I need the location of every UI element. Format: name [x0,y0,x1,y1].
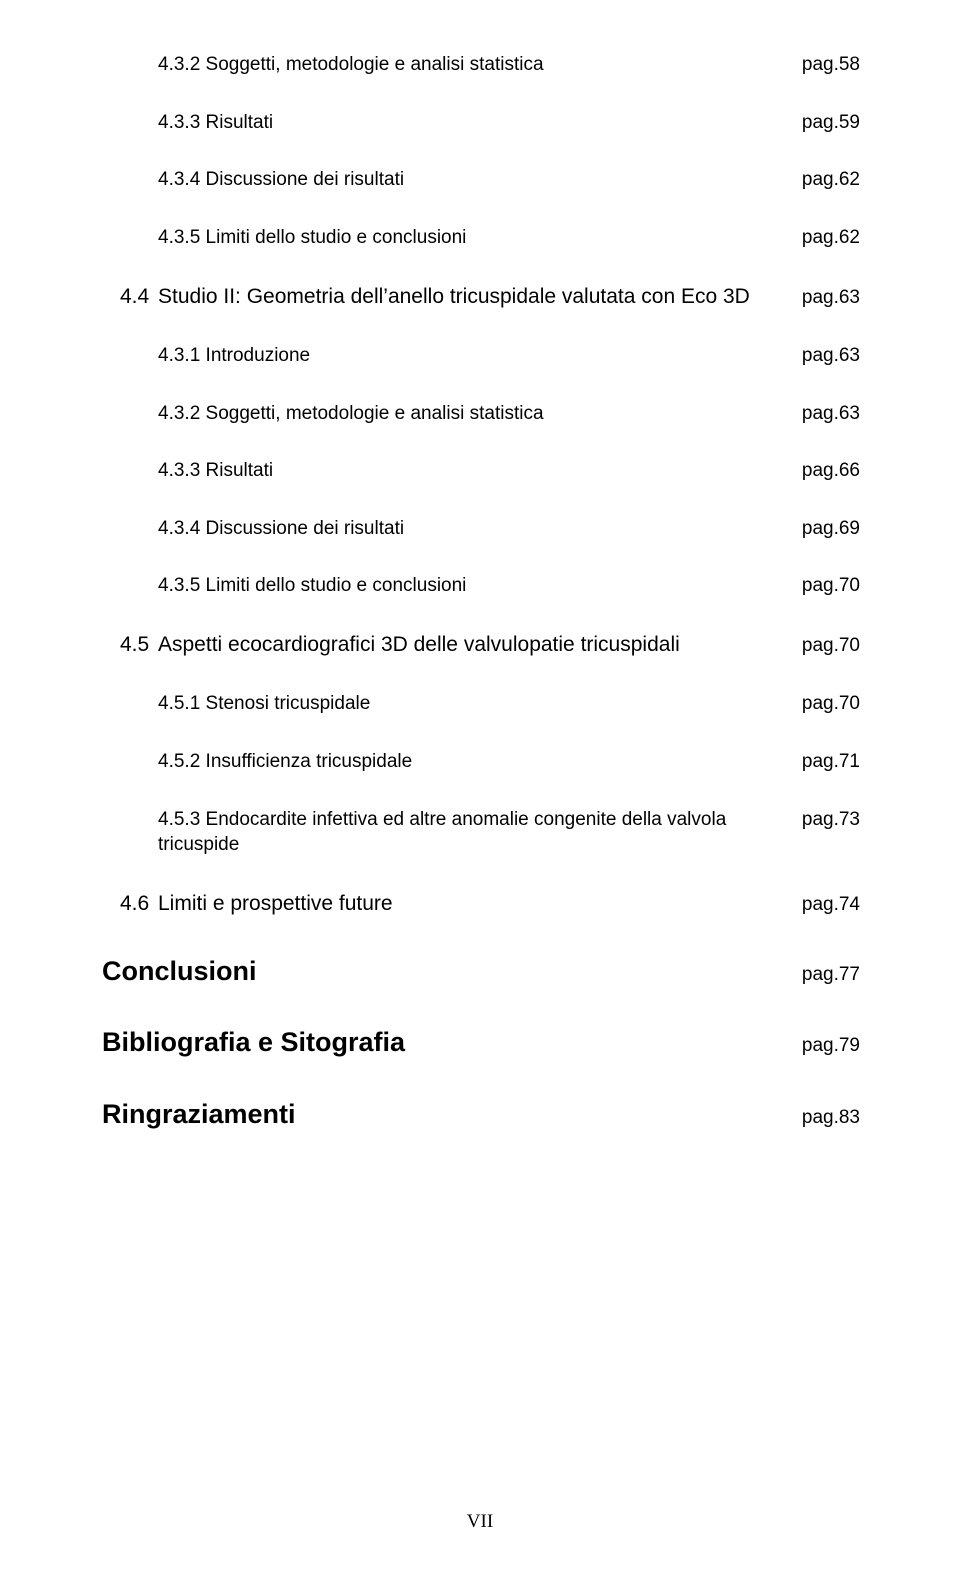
toc-entry-page: pag.70 [802,691,860,717]
toc-entry-label: 4.5.1 Stenosi tricuspidale [158,691,802,717]
toc-entry: 4.3.5 Limiti dello studio e conclusionip… [158,225,860,251]
toc-entry-label: 4.3.2 Soggetti, metodologie e analisi st… [158,401,802,427]
toc-entry-label: 4.3.4 Discussione dei risultati [158,167,802,193]
toc-entry-page: pag.73 [802,807,860,833]
toc-entry-page: pag.62 [802,167,860,193]
toc-entry-number: 4.6 [120,890,158,918]
toc-entry: Conclusionipag.77 [102,954,860,989]
toc-entry-page: pag.63 [802,343,860,369]
document-page: 4.3.2 Soggetti, metodologie e analisi st… [0,0,960,1593]
toc-entry-label: 4.3.5 Limiti dello studio e conclusioni [158,225,802,251]
table-of-contents: 4.3.2 Soggetti, metodologie e analisi st… [120,52,860,1132]
toc-entry: 4.4Studio II: Geometria dell’anello tric… [120,283,860,311]
toc-entry-label: 4.3.1 Introduzione [158,343,802,369]
toc-entry-page: pag.77 [802,963,860,988]
toc-entry: 4.3.5 Limiti dello studio e conclusionip… [158,573,860,599]
toc-entry: 4.5Aspetti ecocardiografici 3D delle val… [120,631,860,659]
toc-entry-number: 4.4 [120,283,158,311]
toc-entry-page: pag.63 [802,401,860,427]
toc-entry-label: 4.4Studio II: Geometria dell’anello tric… [120,283,802,311]
toc-entry-page: pag.58 [802,52,860,78]
page-number-footer: VII [0,1511,960,1533]
toc-entry-page: pag.63 [802,285,860,311]
toc-entry: 4.5.2 Insufficienza tricuspidalepag.71 [158,749,860,775]
toc-entry-label: 4.6Limiti e prospettive future [120,890,802,918]
toc-entry-label: 4.3.5 Limiti dello studio e conclusioni [158,573,802,599]
toc-entry-page: pag.79 [802,1034,860,1059]
toc-entry-page: pag.74 [802,892,860,918]
toc-entry-label: Bibliografia e Sitografia [102,1025,802,1060]
toc-entry: 4.5.3 Endocardite infettiva ed altre ano… [158,807,860,858]
toc-entry-label: Conclusioni [102,954,802,989]
toc-entry-label: Ringraziamenti [102,1097,802,1132]
toc-entry-label: 4.5.3 Endocardite infettiva ed altre ano… [158,807,802,858]
toc-entry: 4.3.4 Discussione dei risultatipag.62 [158,167,860,193]
toc-entry-label: 4.5.2 Insufficienza tricuspidale [158,749,802,775]
toc-entry: Ringraziamentipag.83 [102,1097,860,1132]
toc-entry-page: pag.66 [802,458,860,484]
toc-entry-page: pag.70 [802,633,860,659]
toc-entry: 4.3.4 Discussione dei risultatipag.69 [158,516,860,542]
toc-entry-page: pag.83 [802,1106,860,1131]
toc-entry-label: 4.5Aspetti ecocardiografici 3D delle val… [120,631,802,659]
toc-entry: 4.5.1 Stenosi tricuspidalepag.70 [158,691,860,717]
toc-entry-label: 4.3.3 Risultati [158,110,802,136]
toc-entry-text: Studio II: Geometria dell’anello tricusp… [158,285,750,308]
toc-entry: 4.3.1 Introduzionepag.63 [158,343,860,369]
toc-entry: Bibliografia e Sitografiapag.79 [102,1025,860,1060]
toc-entry-page: pag.69 [802,516,860,542]
toc-entry-label: 4.3.3 Risultati [158,458,802,484]
toc-entry-page: pag.62 [802,225,860,251]
toc-entry: 4.3.3 Risultatipag.66 [158,458,860,484]
toc-entry-number: 4.5 [120,631,158,659]
toc-entry-text: Aspetti ecocardiografici 3D delle valvul… [158,633,680,656]
toc-entry-label: 4.3.4 Discussione dei risultati [158,516,802,542]
toc-entry-label: 4.3.2 Soggetti, metodologie e analisi st… [158,52,802,78]
toc-entry: 4.6Limiti e prospettive futurepag.74 [120,890,860,918]
toc-entry: 4.3.2 Soggetti, metodologie e analisi st… [158,401,860,427]
toc-entry-page: pag.70 [802,573,860,599]
toc-entry: 4.3.3 Risultatipag.59 [158,110,860,136]
toc-entry: 4.3.2 Soggetti, metodologie e analisi st… [158,52,860,78]
toc-entry-page: pag.59 [802,110,860,136]
toc-entry-text: Limiti e prospettive future [158,892,393,915]
toc-entry-page: pag.71 [802,749,860,775]
